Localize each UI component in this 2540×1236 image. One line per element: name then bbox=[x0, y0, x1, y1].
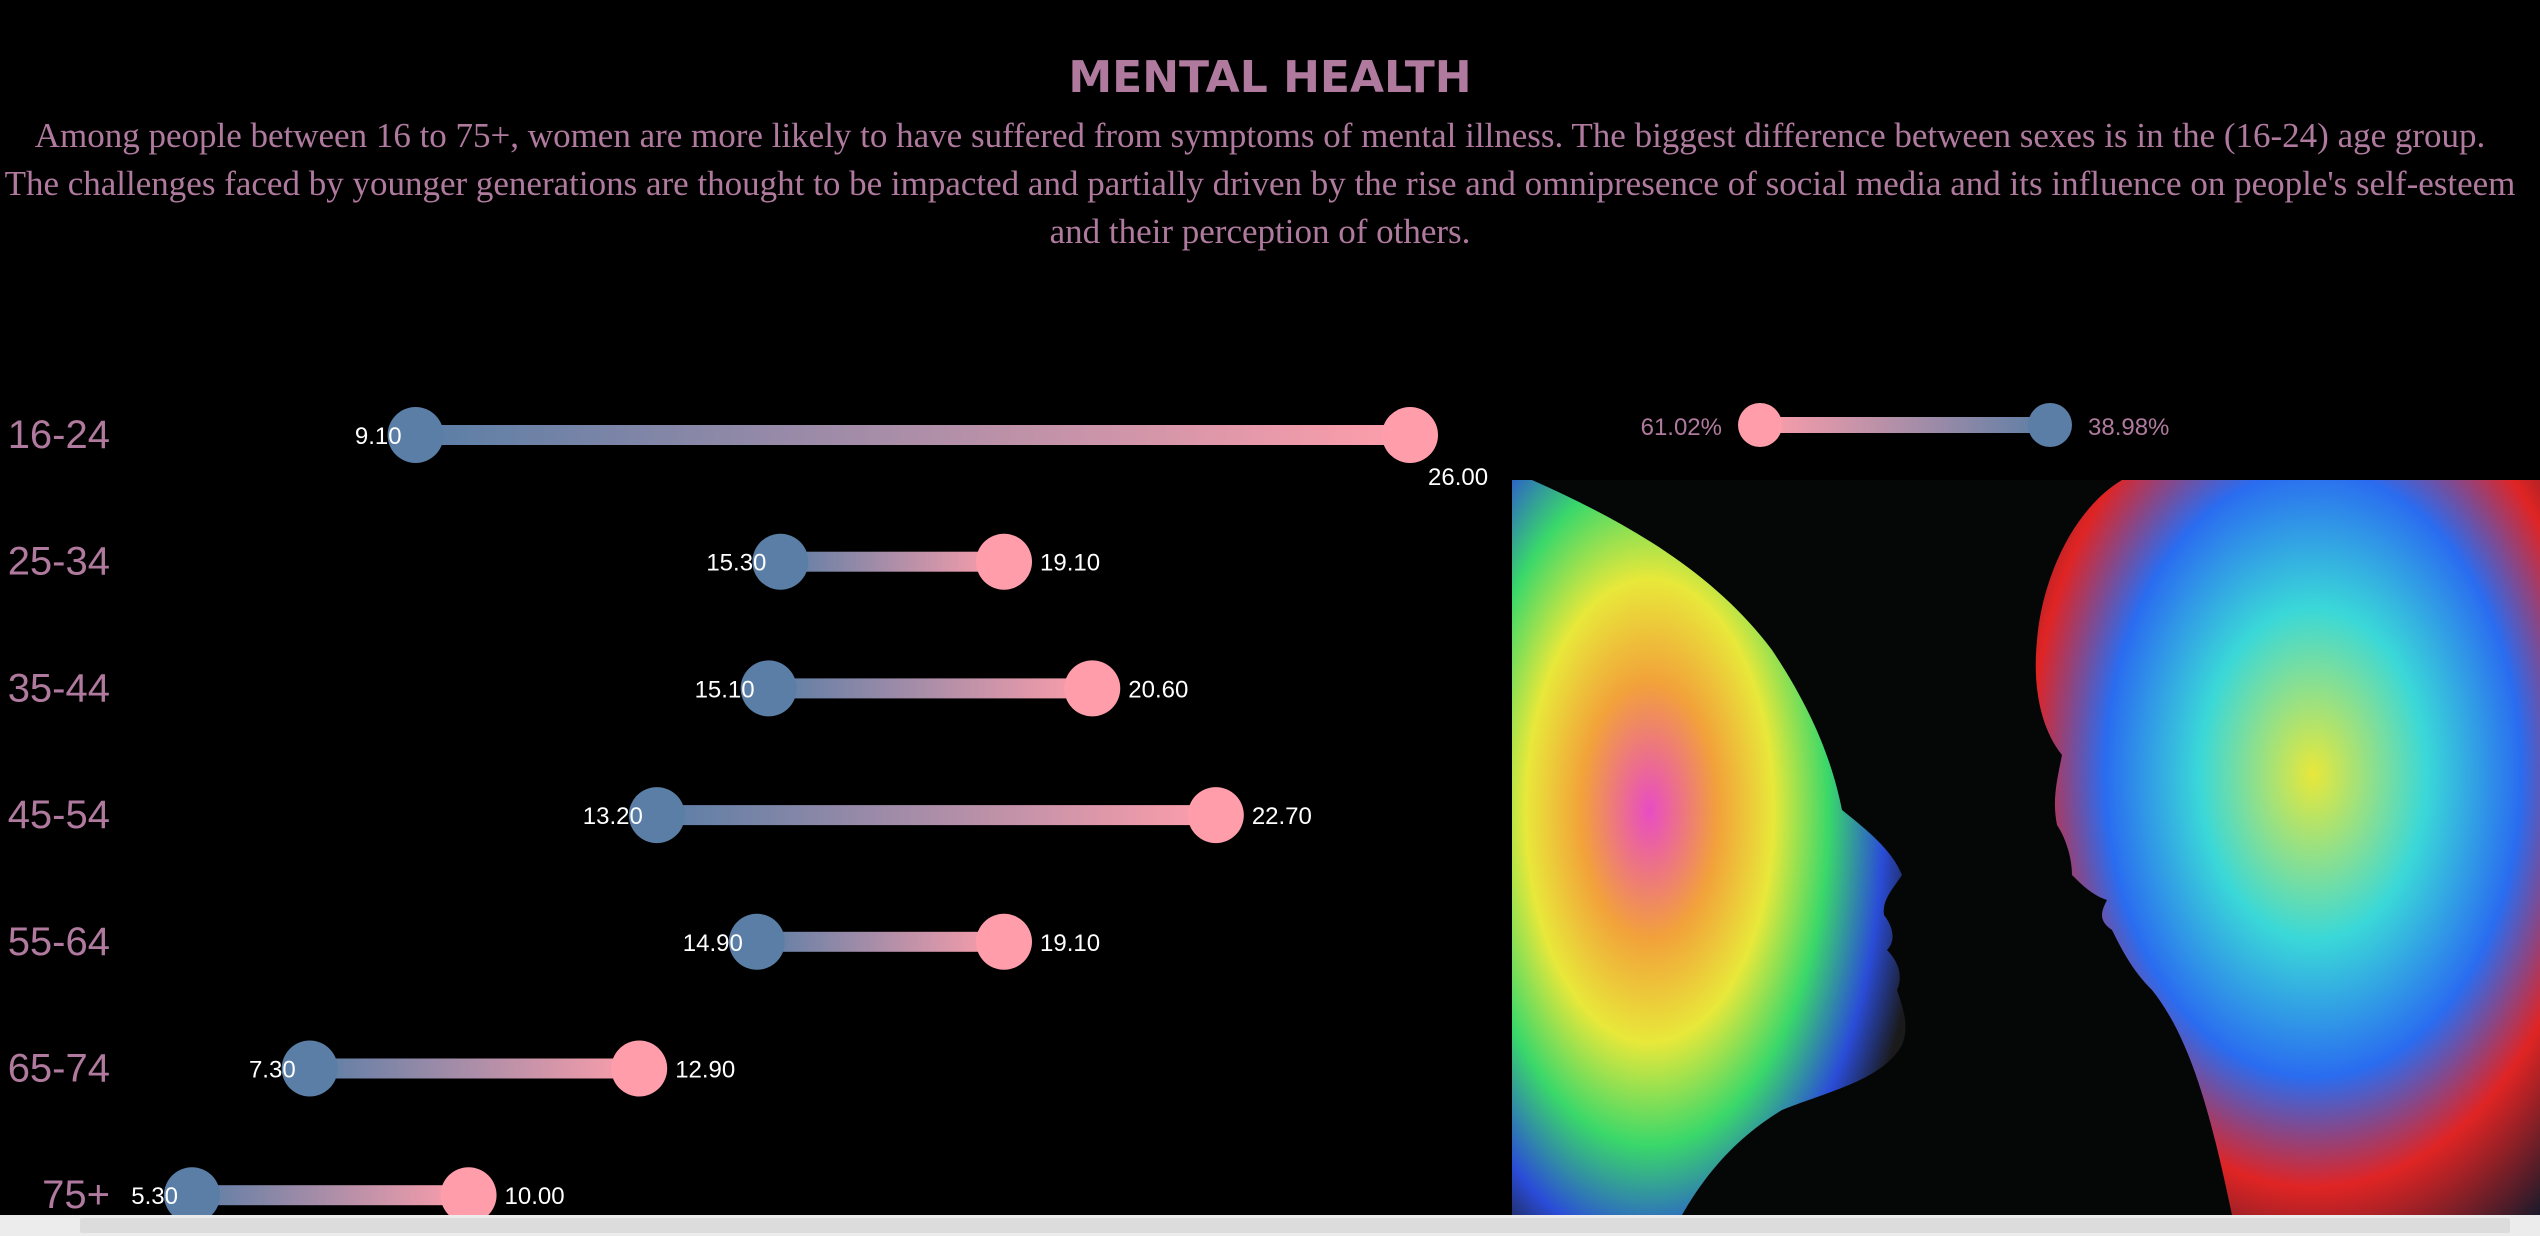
high-value-label: 19.10 bbox=[1040, 550, 1100, 577]
low-value-dot bbox=[281, 1040, 338, 1097]
high-value-label: 19.10 bbox=[1040, 930, 1100, 957]
category-label: 25-34 bbox=[8, 540, 110, 584]
legend-bar bbox=[1760, 417, 2050, 433]
low-value-label: 14.90 bbox=[683, 930, 743, 957]
high-value-dot bbox=[611, 1040, 668, 1097]
range-bar bbox=[309, 1058, 640, 1079]
high-value-dot bbox=[976, 533, 1032, 590]
low-value-dot bbox=[164, 1167, 220, 1224]
high-value-label: 20.60 bbox=[1128, 676, 1188, 703]
right-face-silhouette bbox=[2035, 480, 2540, 1215]
range-bar bbox=[656, 805, 1216, 826]
low-value-label: 5.30 bbox=[131, 1183, 178, 1210]
low-value-label: 15.10 bbox=[695, 676, 755, 703]
legend-male-dot bbox=[2028, 403, 2072, 447]
dumbbell-chart: 16-24 9.10 26.00 25-34 15.30 19.10 35-44 15.10 2… bbox=[8, 407, 1488, 1224]
high-value-dot bbox=[1187, 787, 1244, 844]
low-value-dot bbox=[728, 913, 785, 970]
legend-left-value: 61.02% bbox=[1641, 414, 1722, 441]
faces-illustration bbox=[1512, 480, 2540, 1215]
low-value-label: 15.30 bbox=[706, 550, 766, 577]
low-value-label: 13.20 bbox=[583, 803, 643, 830]
legend-right-value: 38.98% bbox=[2088, 414, 2169, 441]
high-value-dot bbox=[1382, 407, 1438, 463]
high-value-label: 22.70 bbox=[1252, 803, 1312, 830]
high-value-label: 10.00 bbox=[505, 1183, 565, 1210]
range-bar bbox=[768, 678, 1093, 699]
high-value-dot bbox=[1064, 660, 1121, 717]
category-label: 16-24 bbox=[8, 413, 110, 457]
range-bar bbox=[192, 1185, 469, 1206]
high-value-label: 26.00 bbox=[1428, 464, 1488, 491]
low-value-dot bbox=[740, 660, 797, 717]
category-label: 35-44 bbox=[8, 666, 110, 710]
scrollbar-thumb[interactable] bbox=[80, 1218, 2510, 1233]
range-bar bbox=[780, 551, 1004, 572]
low-value-dot bbox=[387, 407, 444, 463]
high-value-dot bbox=[976, 913, 1032, 970]
subtitle-paragraph-1: Among people between 16 to 75+, women ar… bbox=[34, 116, 2486, 155]
high-value-label: 12.90 bbox=[675, 1057, 735, 1084]
category-label: 55-64 bbox=[8, 920, 110, 964]
legend-female-dot bbox=[1738, 403, 1782, 447]
horizontal-scrollbar[interactable] bbox=[0, 1215, 2540, 1236]
subtitle: Among people between 16 to 75+, women ar… bbox=[0, 112, 2530, 256]
left-face-silhouette bbox=[1512, 480, 1906, 1215]
low-value-label: 7.30 bbox=[249, 1057, 296, 1084]
page-title: MENTAL HEALTH bbox=[1068, 52, 1472, 103]
colorful-faces-image bbox=[1512, 480, 2540, 1215]
range-bar bbox=[415, 425, 1410, 445]
low-value-dot bbox=[752, 533, 809, 590]
subtitle-paragraph-2: The challenges faced by younger generati… bbox=[4, 164, 2516, 251]
category-label: 75+ bbox=[42, 1173, 110, 1217]
high-value-dot bbox=[440, 1167, 497, 1224]
low-value-label: 9.10 bbox=[355, 423, 402, 450]
category-label: 65-74 bbox=[8, 1047, 110, 1091]
category-label: 45-54 bbox=[8, 793, 110, 837]
range-bar bbox=[756, 931, 1004, 952]
gender-legend: 61.02% 38.98% bbox=[1641, 403, 2169, 447]
low-value-dot bbox=[628, 787, 685, 844]
